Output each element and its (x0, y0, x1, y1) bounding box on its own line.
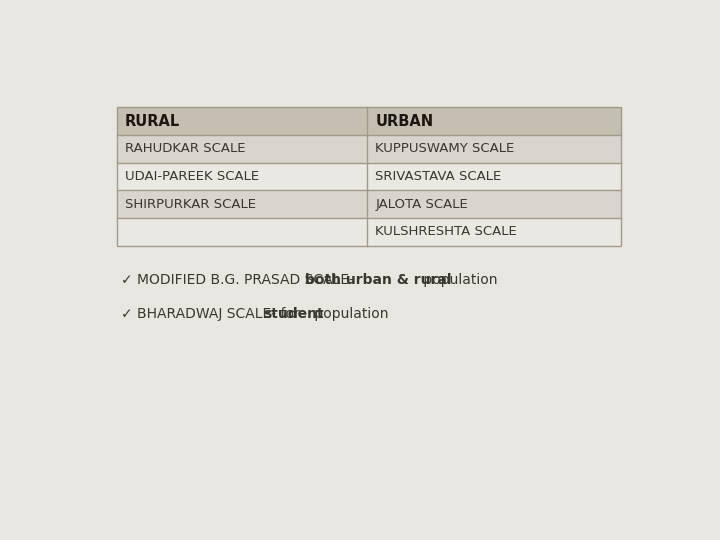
Text: SHIRPURKAR SCALE: SHIRPURKAR SCALE (125, 198, 256, 211)
Bar (117, 218, 367, 246)
Bar (367, 190, 621, 218)
Text: RURAL: RURAL (125, 113, 180, 129)
Bar (117, 190, 367, 218)
Text: KULSHRESHTA SCALE: KULSHRESHTA SCALE (375, 225, 517, 238)
Text: student: student (263, 307, 323, 321)
Bar (367, 163, 621, 190)
Bar (367, 218, 621, 246)
Text: population: population (418, 273, 497, 287)
Text: SRIVASTAVA SCALE: SRIVASTAVA SCALE (375, 170, 501, 183)
Text: JALOTA SCALE: JALOTA SCALE (375, 198, 468, 211)
Text: ✓ MODIFIED B.G. PRASAD SCALE-: ✓ MODIFIED B.G. PRASAD SCALE- (121, 273, 359, 287)
Bar (117, 107, 621, 246)
Bar (117, 107, 367, 135)
Text: population: population (310, 307, 388, 321)
Bar (367, 107, 621, 135)
Bar (117, 163, 367, 190)
Text: ✓ BHARADWAJ SCALE- for: ✓ BHARADWAJ SCALE- for (121, 307, 304, 321)
Text: KUPPUSWAMY SCALE: KUPPUSWAMY SCALE (375, 142, 515, 155)
Text: URBAN: URBAN (375, 113, 433, 129)
Text: UDAI-PAREEK SCALE: UDAI-PAREEK SCALE (125, 170, 259, 183)
Bar (117, 135, 367, 163)
Text: both urban & rural: both urban & rural (305, 273, 451, 287)
Text: RAHUDKAR SCALE: RAHUDKAR SCALE (125, 142, 246, 155)
Bar (367, 135, 621, 163)
